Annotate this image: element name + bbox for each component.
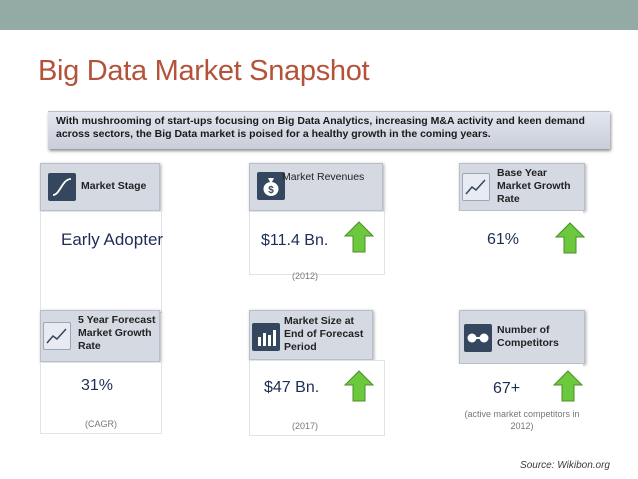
base-year-growth-body: 61%: [459, 211, 583, 273]
money-bag-icon: $: [257, 172, 285, 200]
competitors-value: 67+: [493, 380, 521, 397]
bar-chart-icon: [252, 323, 280, 351]
up-arrow-icon: [343, 221, 375, 253]
competitors-icon: [464, 324, 492, 352]
forecast-growth-value: 31%: [81, 377, 114, 394]
market-size-header: Market Size at End of Forecast Period: [249, 310, 373, 360]
market-stage-body: Early Adopter: [40, 211, 164, 313]
line-chart-icon: [462, 173, 490, 201]
forecast-growth-label: 5 Year Forecast Market Growth Rate: [78, 314, 156, 352]
market-stage-value: Early Adopter: [61, 230, 164, 249]
forecast-growth-note: (CAGR): [85, 419, 117, 429]
market-size-label: Market Size at End of Forecast Period: [284, 315, 364, 353]
summary-banner: With mushrooming of start-ups focusing o…: [48, 111, 610, 149]
base-year-growth-value: 61%: [487, 231, 520, 248]
market-size-note: (2017): [291, 421, 318, 431]
up-arrow-icon: [343, 370, 375, 402]
market-revenues-header: $ Market Revenues: [249, 163, 383, 211]
s-curve-icon: [48, 173, 76, 201]
forecast-growth-body: 31% (CAGR): [40, 362, 162, 434]
market-size-value: $47 Bn.: [264, 379, 320, 396]
market-revenues-value: $11.4 Bn.: [261, 232, 329, 249]
competitors-header: Number of Competitors: [459, 310, 585, 364]
up-arrow-icon: [552, 370, 584, 402]
summary-text: With mushrooming of start-ups focusing o…: [56, 115, 585, 140]
market-stage-label: Market Stage: [81, 180, 147, 192]
competitors-note: (active market competitors in 2012): [464, 409, 580, 431]
market-stage-header: Market Stage: [40, 163, 160, 211]
source-citation: Source: Wikibon.org: [520, 460, 610, 471]
competitors-label: Number of Competitors: [497, 324, 559, 349]
page-title: Big Data Market Snapshot: [38, 55, 370, 87]
base-year-growth-header: Base Year Market Growth Rate: [459, 163, 585, 211]
line-chart-icon: [43, 322, 71, 350]
top-bar: [0, 0, 638, 30]
market-revenues-note: (2012): [291, 271, 318, 281]
market-revenues-label: Market Revenues: [282, 171, 365, 183]
base-year-growth-label: Base Year Market Growth Rate: [497, 167, 571, 205]
svg-text:$: $: [268, 185, 274, 196]
up-arrow-icon: [554, 222, 586, 254]
forecast-growth-header: 5 Year Forecast Market Growth Rate: [40, 310, 160, 362]
